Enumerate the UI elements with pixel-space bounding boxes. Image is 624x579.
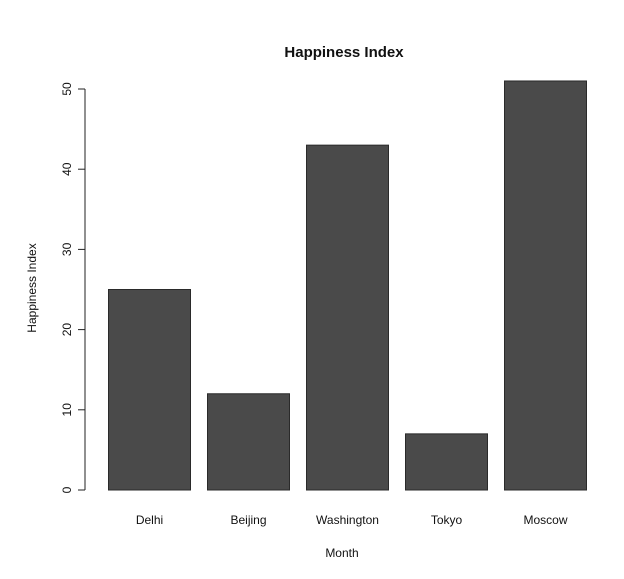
category-label-beijing: Beijing — [230, 513, 266, 527]
y-tick-label: 40 — [60, 162, 74, 176]
category-labels: Delhi Beijing Washington Tokyo Moscow — [136, 513, 568, 527]
category-label-delhi: Delhi — [136, 513, 163, 527]
category-label-washington: Washington — [316, 513, 379, 527]
bars — [108, 80, 587, 491]
y-axis-label: Happiness Index — [25, 243, 39, 332]
bar-beijing — [207, 393, 290, 491]
category-label-moscow: Moscow — [523, 513, 567, 527]
y-ticks: 0 10 20 30 40 50 — [60, 82, 85, 493]
y-axis: 0 10 20 30 40 50 — [60, 82, 86, 493]
y-tick-label: 50 — [60, 82, 74, 96]
bar-tokyo — [405, 433, 488, 491]
bar-washington — [306, 144, 389, 491]
y-tick-label: 20 — [60, 323, 74, 337]
y-tick-label: 0 — [60, 486, 74, 493]
bar-moscow — [504, 80, 587, 491]
y-tick-label: 30 — [60, 242, 74, 256]
bar-delhi — [108, 289, 191, 491]
y-tick-label: 10 — [60, 403, 74, 417]
category-label-tokyo: Tokyo — [431, 513, 463, 527]
x-axis-label: Month — [325, 546, 358, 560]
chart-title: Happiness Index — [284, 44, 404, 61]
